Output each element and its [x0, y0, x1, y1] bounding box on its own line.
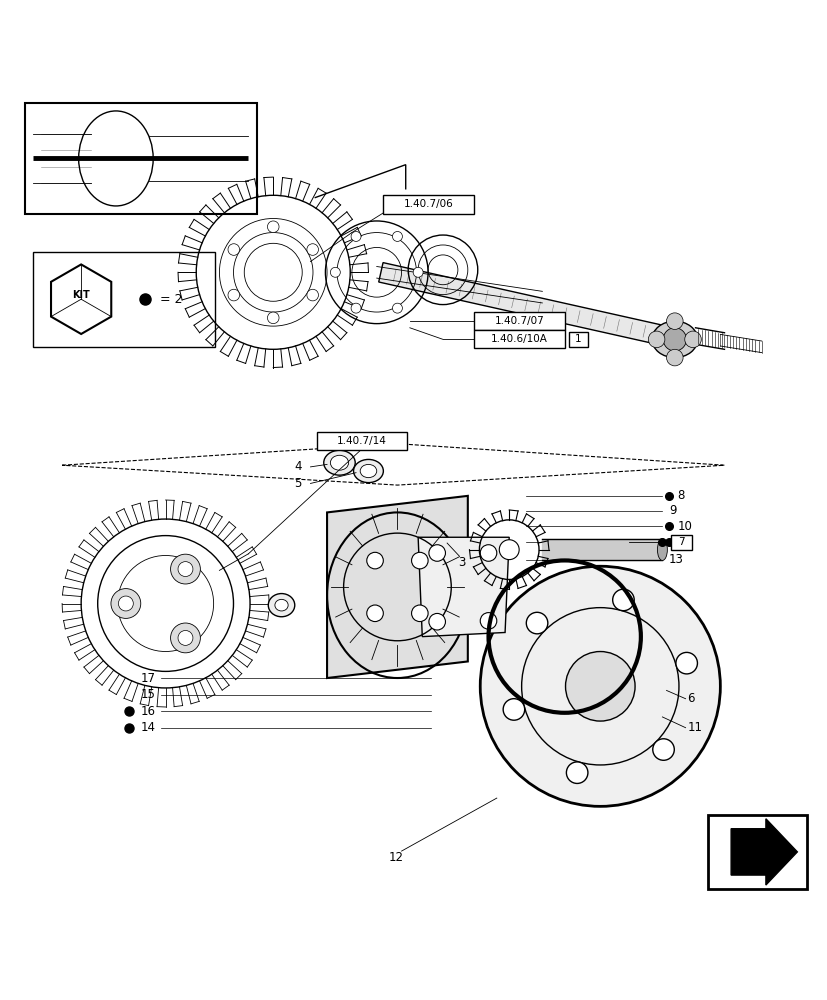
Text: 3: 3 [458, 556, 465, 569]
Circle shape [392, 303, 402, 313]
Circle shape [411, 552, 428, 569]
Circle shape [526, 612, 547, 634]
Text: 12: 12 [388, 851, 403, 864]
Bar [25, 103, 256, 214]
Text: 4: 4 [294, 460, 302, 473]
Ellipse shape [657, 539, 667, 560]
Circle shape [118, 596, 133, 611]
Text: 5: 5 [294, 477, 301, 490]
Circle shape [480, 613, 496, 629]
Circle shape [480, 545, 496, 561]
Circle shape [612, 589, 633, 611]
Text: KIT: KIT [72, 290, 90, 300]
FancyBboxPatch shape [383, 195, 473, 214]
Polygon shape [378, 263, 660, 344]
Circle shape [178, 562, 193, 577]
Text: 8: 8 [676, 489, 684, 502]
Text: 16: 16 [141, 705, 155, 718]
Polygon shape [730, 819, 796, 885]
Circle shape [267, 221, 279, 233]
Circle shape [648, 331, 664, 348]
Text: 17: 17 [141, 672, 155, 685]
Bar [707, 815, 806, 889]
Bar [670, 535, 691, 550]
Ellipse shape [330, 455, 348, 470]
Circle shape [392, 231, 402, 241]
Circle shape [428, 545, 445, 561]
Polygon shape [51, 264, 111, 334]
Text: 1.40.7/06: 1.40.7/06 [403, 199, 453, 209]
Polygon shape [418, 537, 509, 637]
Circle shape [499, 540, 519, 560]
Circle shape [170, 623, 200, 653]
Ellipse shape [268, 594, 294, 617]
Circle shape [366, 552, 383, 569]
Text: 1.40.7/07: 1.40.7/07 [494, 316, 544, 326]
Circle shape [330, 267, 340, 277]
Text: 7: 7 [677, 537, 684, 547]
Circle shape [227, 244, 239, 255]
Circle shape [227, 289, 239, 301]
Circle shape [307, 289, 318, 301]
Text: 8: 8 [676, 536, 684, 549]
Circle shape [652, 739, 673, 760]
FancyBboxPatch shape [474, 312, 564, 330]
Text: 1.40.6/10A: 1.40.6/10A [490, 334, 547, 344]
FancyBboxPatch shape [474, 330, 564, 348]
Ellipse shape [275, 599, 288, 611]
Circle shape [662, 328, 686, 351]
Circle shape [684, 331, 700, 348]
Text: 13: 13 [668, 553, 683, 566]
Circle shape [366, 605, 383, 622]
Circle shape [428, 613, 445, 630]
Ellipse shape [323, 450, 355, 475]
Ellipse shape [360, 464, 376, 478]
Text: 15: 15 [141, 688, 155, 701]
Polygon shape [327, 496, 467, 678]
Text: 10: 10 [676, 520, 691, 533]
Circle shape [666, 349, 682, 366]
Circle shape [178, 630, 193, 645]
Text: 11: 11 [686, 721, 701, 734]
Circle shape [351, 231, 361, 241]
Circle shape [411, 605, 428, 622]
Text: 1: 1 [574, 334, 581, 344]
Ellipse shape [651, 321, 696, 358]
Text: 14: 14 [141, 721, 155, 734]
FancyBboxPatch shape [317, 432, 407, 450]
Circle shape [675, 652, 696, 674]
Text: 1.40.7/14: 1.40.7/14 [337, 436, 387, 446]
Text: 6: 6 [686, 692, 694, 705]
Bar [33, 252, 215, 347]
Circle shape [170, 554, 200, 584]
Text: = 2: = 2 [160, 293, 182, 306]
Circle shape [566, 762, 587, 783]
Circle shape [111, 589, 141, 618]
Circle shape [351, 303, 361, 313]
Circle shape [503, 699, 524, 720]
Circle shape [666, 313, 682, 329]
Ellipse shape [353, 459, 383, 483]
Circle shape [267, 312, 279, 324]
Circle shape [307, 244, 318, 255]
Circle shape [480, 566, 719, 806]
Text: 9: 9 [668, 504, 676, 517]
Circle shape [413, 267, 423, 277]
Circle shape [565, 652, 634, 721]
Bar [568, 332, 587, 347]
